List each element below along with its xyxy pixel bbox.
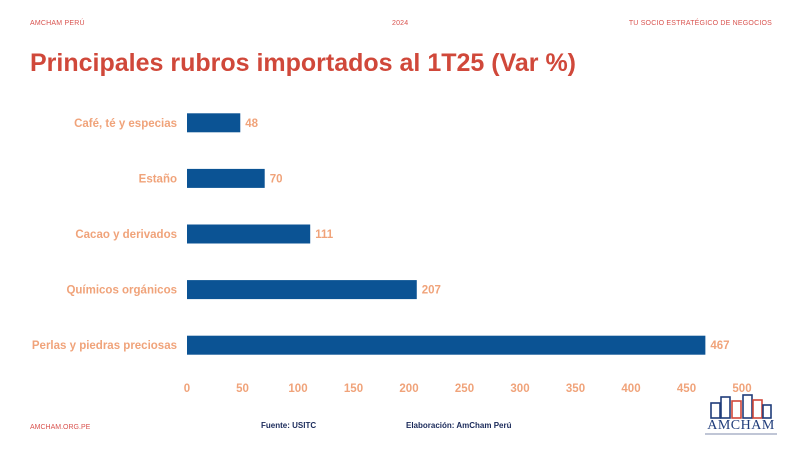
- data-label-1: 70: [270, 173, 283, 185]
- bar-0: [187, 113, 241, 133]
- bar-3: [187, 280, 417, 300]
- footer-website: AMCHAM.ORG.PE: [30, 424, 91, 431]
- x-tick-label-7: 350: [566, 383, 585, 395]
- page-title: Principales rubros importados al 1T25 (V…: [30, 49, 577, 77]
- x-tick-label-4: 200: [399, 383, 418, 395]
- footer-credit: Elaboración: AmCham Perú: [406, 421, 512, 430]
- footer-source: Fuente: USITC: [261, 421, 317, 430]
- x-tick-label-2: 100: [288, 383, 307, 395]
- category-label-1: Estaño: [139, 173, 177, 185]
- x-tick-label-0: 0: [184, 383, 190, 395]
- header-year-label: 2024: [392, 20, 409, 27]
- x-tick-label-9: 450: [677, 383, 696, 395]
- logo-wordmark: AMCHAM: [707, 418, 775, 433]
- x-tick-label-3: 150: [344, 383, 363, 395]
- bar-4: [187, 335, 706, 355]
- category-label-4: Perlas y piedras preciosas: [32, 340, 177, 352]
- header-slogan-label: TU SOCIO ESTRATÉGICO DE NEGOCIOS: [628, 20, 772, 27]
- logo-tagline-rule: [705, 433, 777, 435]
- header-left-label: AMCHAM PERÚ: [30, 20, 85, 27]
- bar-2: [187, 224, 311, 244]
- category-label-3: Químicos orgánicos: [66, 285, 177, 297]
- x-tick-label-8: 400: [621, 383, 640, 395]
- skyline-icon: [710, 394, 772, 419]
- category-label-2: Cacao y derivados: [75, 229, 177, 241]
- data-label-2: 111: [315, 229, 334, 241]
- bar-1: [187, 168, 265, 188]
- data-label-0: 48: [245, 118, 258, 130]
- x-tick-label-10: 500: [732, 383, 751, 395]
- x-tick-label-6: 300: [510, 383, 529, 395]
- category-label-0: Café, té y especias: [74, 118, 177, 130]
- x-tick-label-1: 50: [236, 383, 249, 395]
- x-tick-label-5: 250: [455, 383, 474, 395]
- data-label-3: 207: [422, 285, 441, 297]
- data-label-4: 467: [710, 340, 729, 352]
- amcham-logo: AMCHAM: [705, 393, 777, 439]
